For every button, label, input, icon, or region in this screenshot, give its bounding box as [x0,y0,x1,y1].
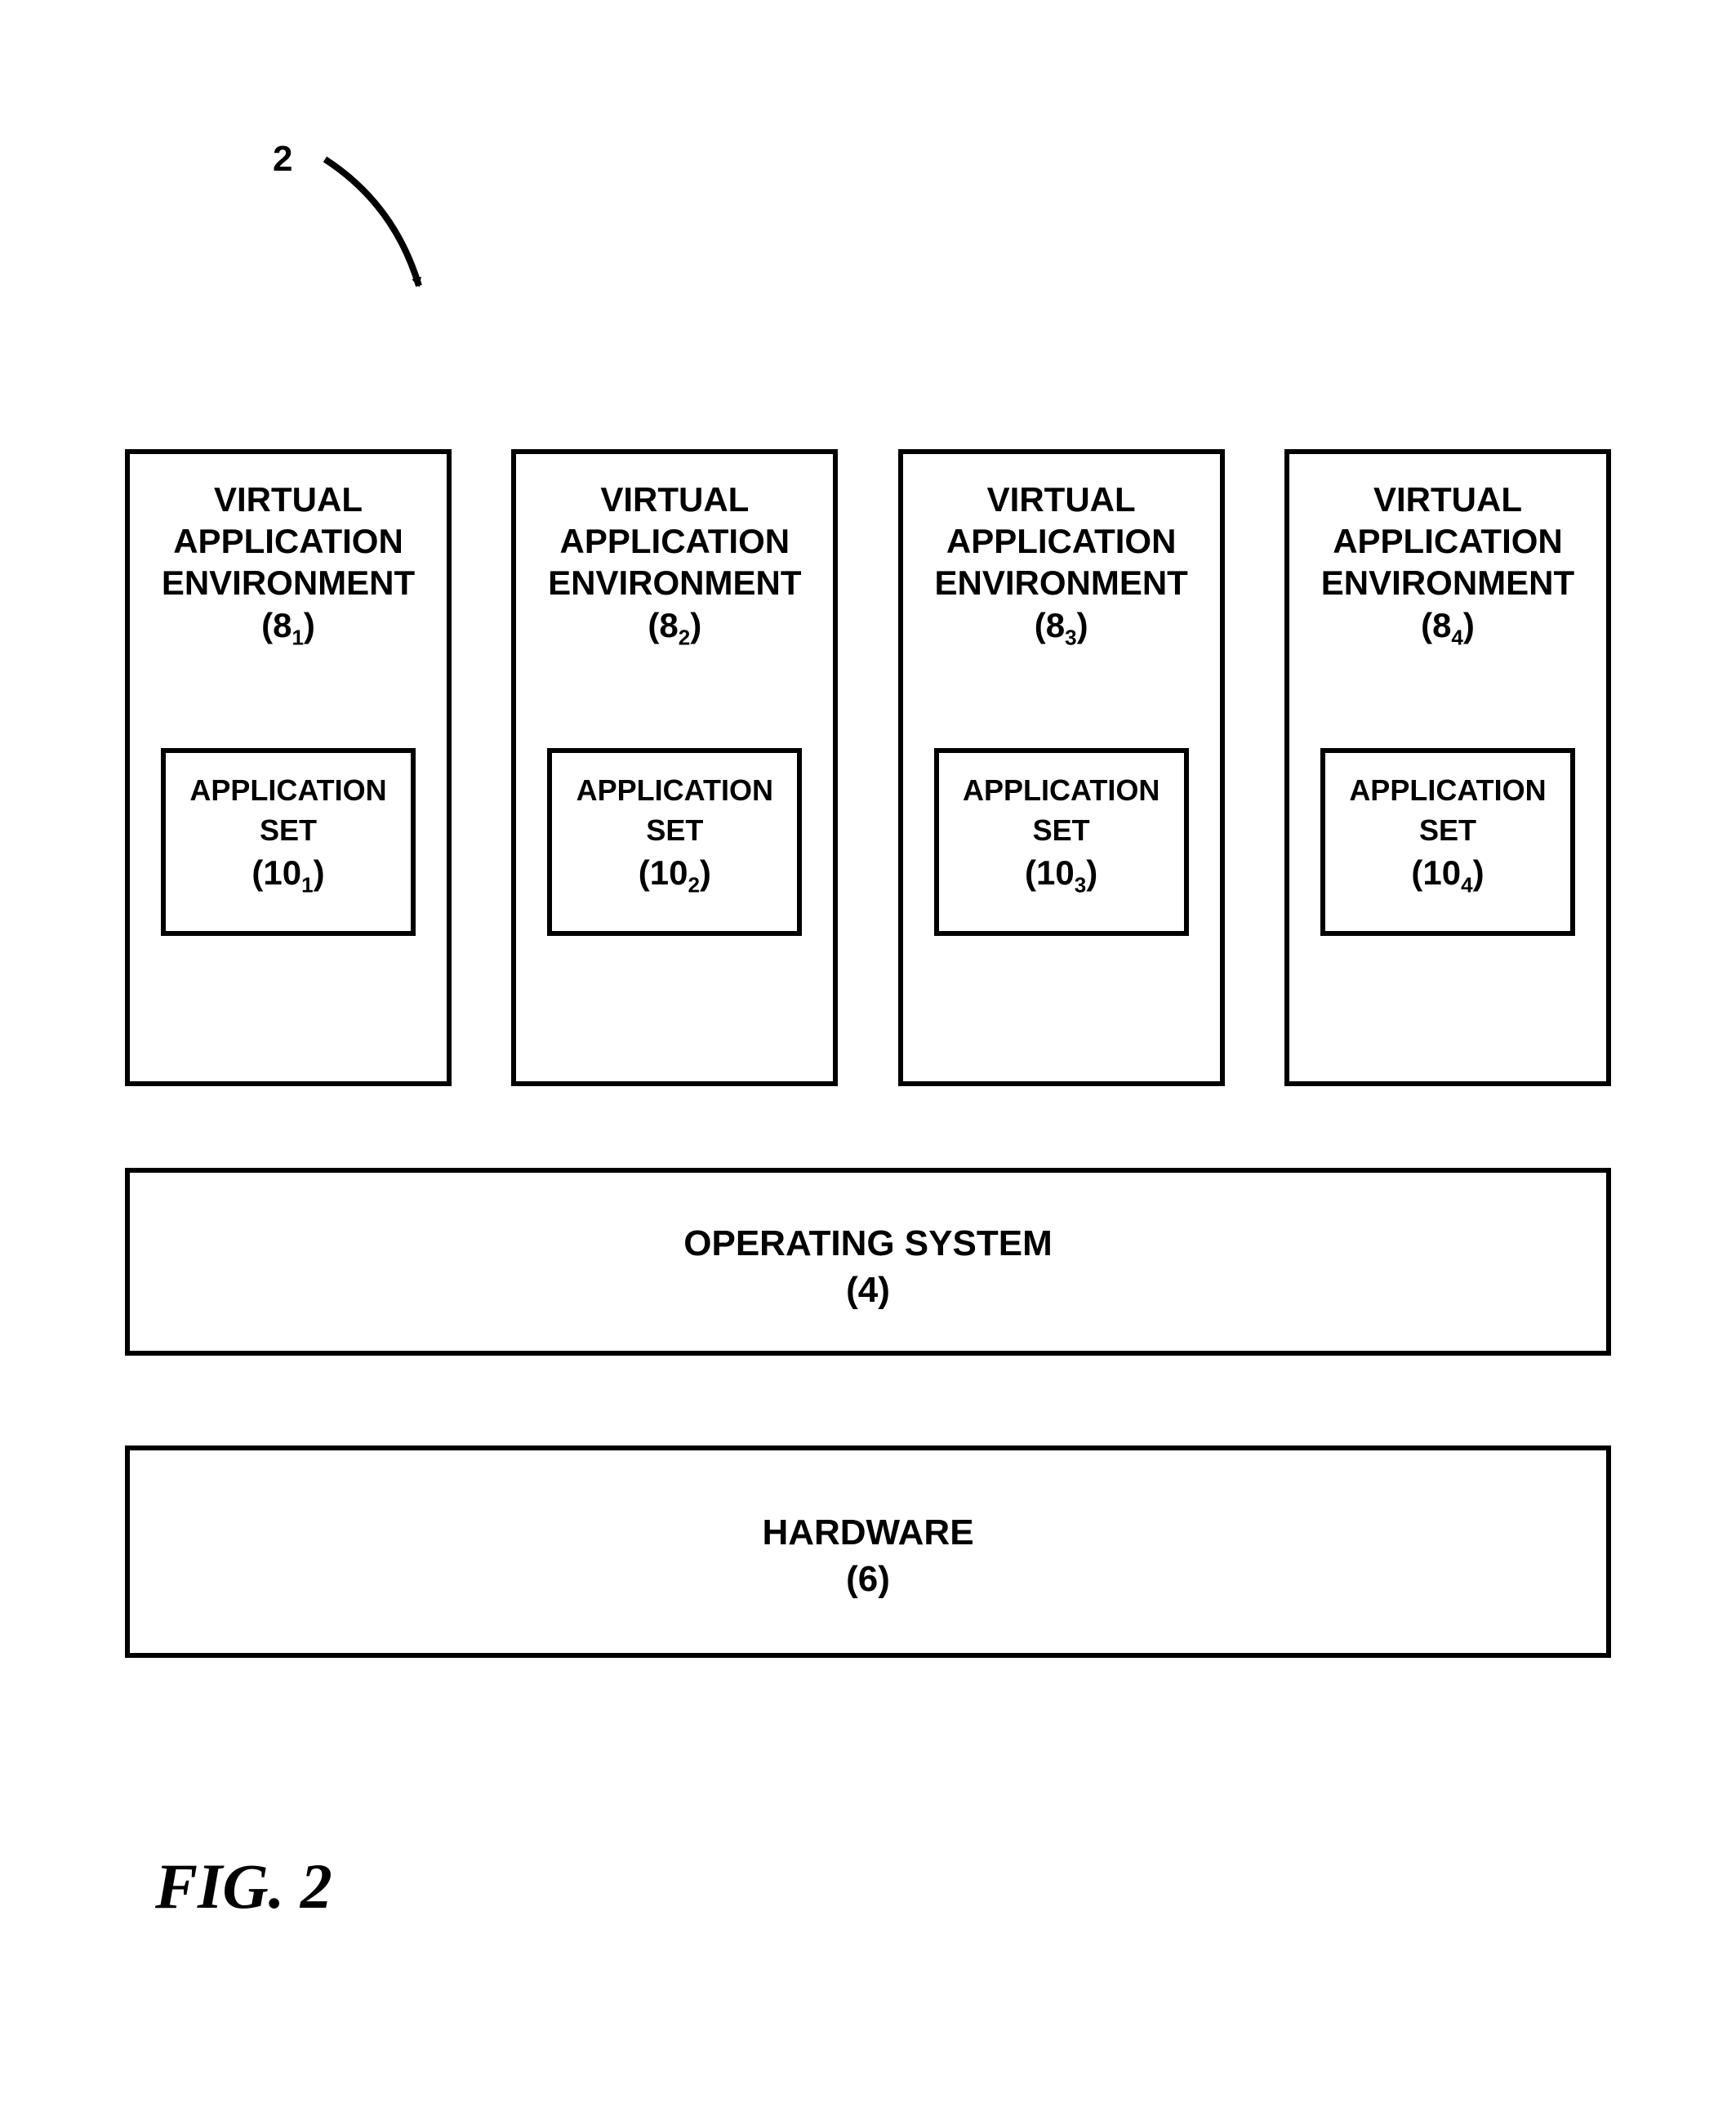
hw-label: HARDWARE [762,1512,973,1552]
vae-title-line3: ENVIRONMENT [162,564,415,602]
appset-ref-sub: 1 [301,873,313,898]
appset-line1: APPLICATION [1349,773,1546,807]
vae-title-line1: VIRTUAL [600,480,749,519]
vae-box-4: VIRTUAL APPLICATION ENVIRONMENT (84) APP… [1284,449,1611,1086]
vae-title-line1: VIRTUAL [987,480,1136,519]
vae-title-line2: APPLICATION [946,522,1177,560]
vae-ref-sub: 1 [292,625,303,649]
vae-title-line1: VIRTUAL [1373,480,1522,519]
vae-box-2: VIRTUAL APPLICATION ENVIRONMENT (82) APP… [511,449,838,1086]
vae-ref-num: 8 [1046,606,1065,644]
vae-row: VIRTUAL APPLICATION ENVIRONMENT (81) APP… [125,449,1611,1086]
vae-ref-num: 8 [273,606,292,644]
appset-line2: SET [646,813,703,847]
diagram-page: 2 VIRTUAL APPLICATION ENVIRONMENT (81) A… [0,0,1736,2107]
appset-text: APPLICATION SET (104) [1325,771,1570,897]
vae-title: VIRTUAL APPLICATION ENVIRONMENT (82) [516,479,833,646]
os-label: OPERATING SYSTEM [683,1223,1052,1263]
appset-box: APPLICATION SET (102) [547,748,802,936]
appset-text: APPLICATION SET (102) [552,771,797,897]
vae-title-line2: APPLICATION [173,522,403,560]
vae-title-line2: APPLICATION [560,522,790,560]
vae-title-line3: ENVIRONMENT [1321,564,1574,602]
vae-title-line1: VIRTUAL [214,480,363,519]
appset-ref-sub: 4 [1461,873,1472,898]
hardware-text: HARDWARE (6) [130,1450,1606,1602]
vae-title: VIRTUAL APPLICATION ENVIRONMENT (81) [130,479,447,646]
vae-ref-num: 8 [659,606,678,644]
appset-line2: SET [1033,813,1090,847]
vae-box-1: VIRTUAL APPLICATION ENVIRONMENT (81) APP… [125,449,452,1086]
appset-ref-num: 10 [263,853,301,892]
appset-ref-sub: 2 [688,873,699,898]
appset-text: APPLICATION SET (103) [939,771,1184,897]
appset-line2: SET [260,813,317,847]
vae-ref-sub: 2 [679,625,690,649]
figure-caption: FIG. 2 [155,1850,332,1923]
vae-title-line3: ENVIRONMENT [934,564,1187,602]
appset-box: APPLICATION SET (104) [1320,748,1575,936]
appset-line1: APPLICATION [963,773,1160,807]
appset-ref-sub: 3 [1075,873,1086,898]
hardware-box: HARDWARE (6) [125,1446,1611,1658]
reference-arrow-path [325,159,419,286]
appset-box: APPLICATION SET (101) [161,748,416,936]
vae-title-line2: APPLICATION [1333,522,1563,560]
operating-system-box: OPERATING SYSTEM (4) [125,1168,1611,1356]
vae-ref-num: 8 [1432,606,1451,644]
appset-ref-num: 10 [650,853,688,892]
vae-ref-sub: 4 [1451,625,1462,649]
appset-text: APPLICATION SET (101) [166,771,411,897]
os-ref: (4) [846,1270,890,1310]
appset-line1: APPLICATION [189,773,386,807]
vae-title: VIRTUAL APPLICATION ENVIRONMENT (84) [1289,479,1606,646]
appset-ref-num: 10 [1036,853,1075,892]
operating-system-text: OPERATING SYSTEM (4) [130,1173,1606,1313]
appset-box: APPLICATION SET (103) [934,748,1189,936]
appset-ref-num: 10 [1422,853,1461,892]
vae-ref-sub: 3 [1065,625,1076,649]
vae-title: VIRTUAL APPLICATION ENVIRONMENT (83) [903,479,1220,646]
appset-line2: SET [1419,813,1476,847]
vae-title-line3: ENVIRONMENT [548,564,801,602]
hw-ref: (6) [846,1559,890,1599]
vae-box-3: VIRTUAL APPLICATION ENVIRONMENT (83) APP… [898,449,1225,1086]
appset-line1: APPLICATION [576,773,773,807]
